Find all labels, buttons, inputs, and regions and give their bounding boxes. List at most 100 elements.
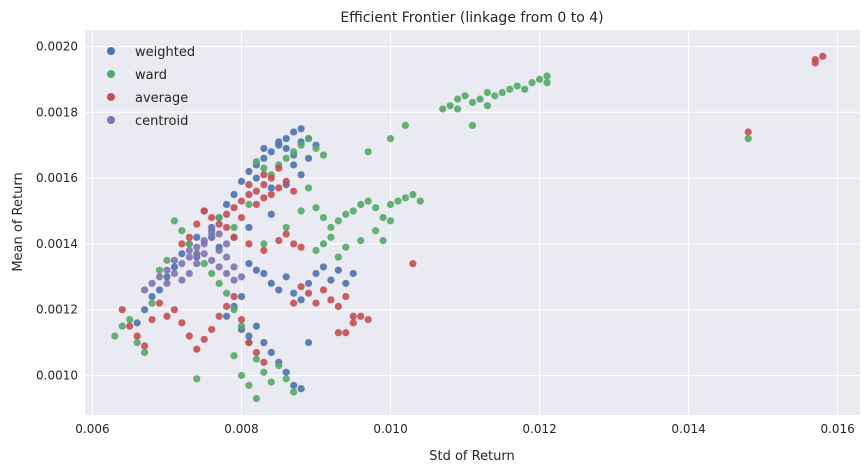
- data-point: [230, 306, 238, 314]
- data-point: [386, 200, 395, 209]
- data-point: [200, 260, 208, 268]
- data-point: [185, 269, 193, 278]
- data-point: [312, 144, 320, 153]
- data-point: [208, 233, 216, 241]
- data-point: [118, 306, 126, 314]
- data-point: [483, 102, 492, 110]
- data-point: [282, 154, 290, 162]
- data-point: [297, 283, 305, 291]
- data-point: [163, 279, 171, 287]
- data-point: [245, 240, 253, 248]
- data-point: [155, 273, 164, 281]
- data-point: [230, 352, 238, 360]
- data-point: [215, 213, 223, 222]
- data-point: [506, 85, 514, 93]
- data-point: [200, 250, 208, 258]
- data-point: [364, 148, 372, 156]
- data-point: [446, 102, 454, 110]
- data-point: [245, 260, 253, 268]
- data-point: [222, 312, 231, 320]
- data-point: [304, 184, 313, 192]
- data-point: [379, 213, 387, 222]
- data-point: [155, 299, 164, 307]
- data-point: [327, 233, 335, 241]
- grid-lines: [85, 30, 860, 415]
- data-point: [535, 75, 544, 83]
- series-average: [118, 52, 827, 366]
- data-point: [304, 339, 313, 347]
- data-point: [304, 289, 313, 297]
- data-point: [185, 240, 193, 248]
- data-point: [543, 72, 551, 80]
- data-point: [230, 263, 238, 271]
- data-point: [215, 246, 223, 255]
- data-point: [483, 88, 492, 97]
- data-point: [297, 141, 305, 149]
- data-point: [126, 315, 134, 324]
- data-point: [222, 200, 231, 209]
- data-point: [230, 233, 238, 241]
- data-point: [148, 299, 156, 307]
- data-point: [185, 332, 193, 340]
- data-point: [260, 269, 268, 278]
- data-point: [275, 286, 283, 294]
- data-point: [267, 210, 275, 218]
- data-point: [230, 276, 238, 284]
- data-point: [744, 128, 752, 136]
- legend-marker: [107, 70, 115, 78]
- data-point: [312, 269, 320, 278]
- data-point: [118, 322, 126, 330]
- data-point: [334, 302, 342, 311]
- data-point: [260, 358, 268, 366]
- data-point: [468, 98, 477, 106]
- data-point: [222, 240, 231, 248]
- data-point: [178, 260, 186, 268]
- data-point: [185, 253, 193, 261]
- data-point: [163, 312, 171, 320]
- data-point: [126, 322, 134, 330]
- data-point: [401, 121, 410, 130]
- data-point: [237, 197, 246, 205]
- series-centroid: [141, 227, 246, 294]
- data-point: [208, 325, 216, 334]
- data-point: [409, 190, 417, 199]
- data-point: [349, 269, 357, 278]
- data-point: [252, 200, 260, 209]
- data-point: [230, 292, 238, 301]
- plot-background: [85, 30, 860, 415]
- data-point: [297, 385, 305, 393]
- data-point: [193, 243, 201, 251]
- data-point: [260, 144, 268, 153]
- data-point: [245, 223, 253, 232]
- x-tick-label: 0.006: [75, 422, 109, 436]
- data-point: [275, 236, 283, 245]
- x-tick-label: 0.014: [671, 422, 705, 436]
- data-point: [312, 299, 320, 307]
- data-point: [185, 246, 193, 255]
- data-point: [252, 348, 260, 357]
- data-point: [252, 266, 260, 274]
- data-point: [267, 174, 275, 182]
- data-point: [178, 250, 186, 258]
- data-point: [304, 279, 313, 287]
- data-point: [357, 236, 365, 245]
- data-point: [275, 138, 283, 146]
- legend-label: average: [135, 91, 188, 106]
- data-point: [193, 260, 201, 268]
- data-point: [290, 381, 298, 389]
- data-point: [155, 266, 164, 274]
- data-point: [208, 256, 216, 264]
- data-point: [275, 164, 283, 172]
- data-point: [245, 339, 253, 347]
- data-point: [170, 217, 179, 225]
- legend-label: weighted: [135, 45, 195, 60]
- data-point: [200, 236, 208, 245]
- data-point: [260, 240, 268, 248]
- data-point: [260, 246, 268, 255]
- data-point: [319, 263, 328, 271]
- legend-label: ward: [135, 68, 167, 83]
- data-point: [252, 187, 260, 195]
- data-point: [491, 92, 499, 100]
- data-point: [312, 246, 320, 255]
